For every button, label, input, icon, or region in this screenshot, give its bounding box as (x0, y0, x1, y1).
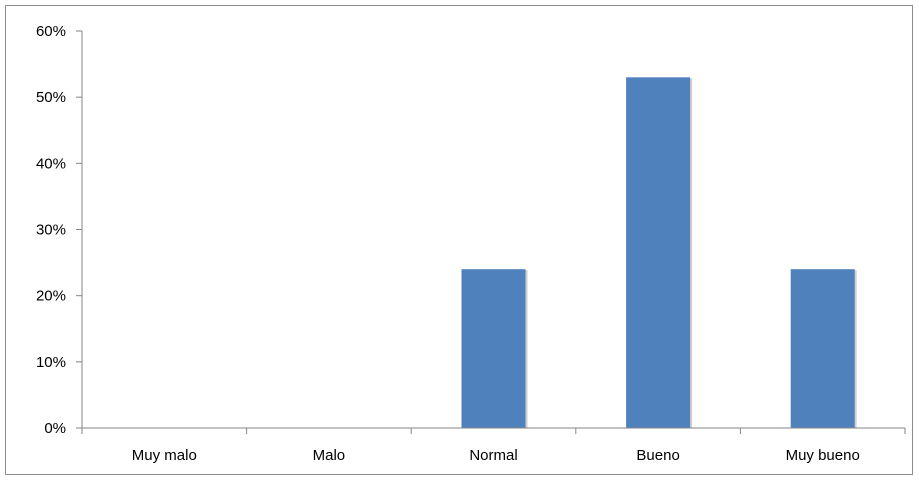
y-tick-label: 40% (36, 155, 66, 172)
y-tick-label: 0% (44, 420, 66, 437)
y-tick-label: 30% (36, 222, 66, 239)
chart-frame (5, 5, 913, 475)
y-tick-label: 10% (36, 354, 66, 371)
x-tick-label: Muy bueno (786, 447, 860, 464)
x-tick-label: Bueno (636, 447, 679, 464)
bar-muy-bueno (790, 269, 855, 428)
x-tick-label: Muy malo (132, 447, 197, 464)
y-tick-label: 50% (36, 89, 66, 106)
bar-bueno (626, 77, 691, 429)
y-tick-label: 60% (36, 23, 66, 40)
x-tick-label: Normal (469, 447, 517, 464)
bar-normal (461, 269, 526, 428)
x-tick-label: Malo (313, 447, 346, 464)
y-tick-label: 20% (36, 288, 66, 305)
